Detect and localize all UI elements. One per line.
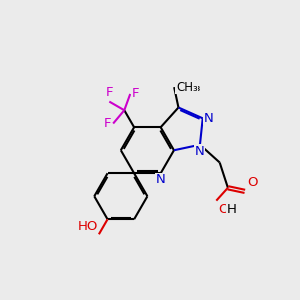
Text: O: O	[219, 203, 229, 216]
Text: F: F	[104, 117, 111, 130]
Text: H: H	[227, 203, 237, 216]
Text: F: F	[106, 86, 113, 99]
Text: N: N	[195, 145, 205, 158]
Text: O: O	[247, 176, 258, 189]
Text: N: N	[204, 112, 214, 125]
Text: HO: HO	[77, 220, 98, 233]
Text: F: F	[132, 88, 140, 100]
Text: CH₃: CH₃	[176, 81, 198, 94]
Text: N: N	[156, 173, 166, 186]
Text: CH₃: CH₃	[176, 81, 200, 94]
